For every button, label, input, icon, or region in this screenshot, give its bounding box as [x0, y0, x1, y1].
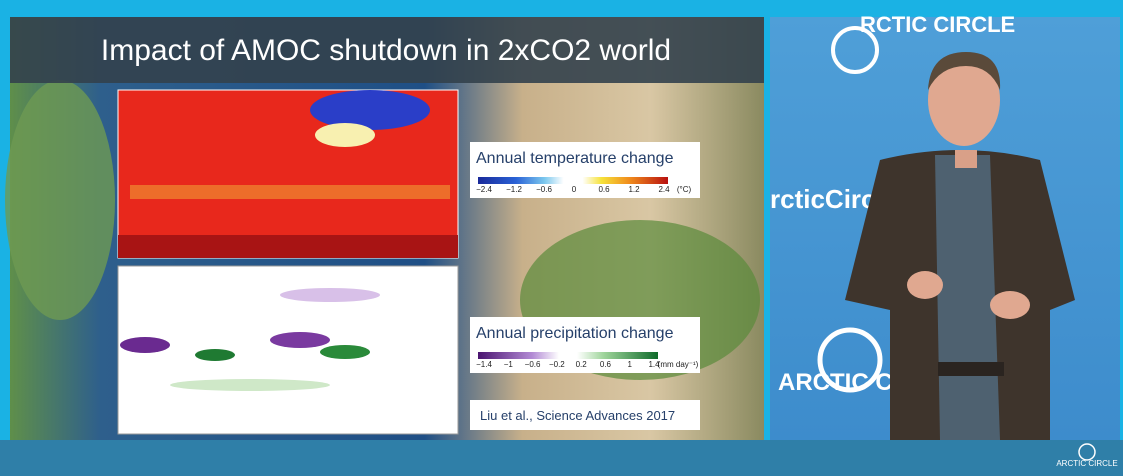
legend-box — [470, 142, 700, 198]
colorbar-tick-label: 0.6 — [598, 185, 610, 194]
colorbar-tick-label: −0.2 — [549, 360, 565, 369]
logo-icon — [831, 26, 879, 74]
colorbar-tick-label: −2.4 — [476, 185, 492, 194]
legend-title: Annual precipitation change — [476, 325, 674, 342]
neck — [955, 150, 977, 168]
colorbar — [478, 177, 668, 184]
colorbar-tick-label: −1 — [504, 360, 514, 369]
cooling-region — [310, 90, 430, 130]
legend-title: Annual temperature change — [476, 150, 674, 167]
map-feature — [170, 379, 330, 391]
citation: Liu et al., Science Advances 2017 — [480, 408, 675, 423]
colorbar-tick-label: 1.4 — [648, 360, 660, 369]
colorbar-tick-label: 2.4 — [658, 185, 670, 194]
speaker-shirt — [935, 155, 1000, 440]
colorbar-tick-label: −1.4 — [476, 360, 492, 369]
footer-logo: ARCTIC CIRCLE — [1056, 459, 1117, 468]
colorbar — [478, 352, 658, 359]
colorbar-tick-label: 1.2 — [628, 185, 640, 194]
colorbar-tick-label: −1.2 — [506, 185, 522, 194]
bottom-strip — [0, 440, 1123, 476]
footer-logo-icon — [1078, 443, 1096, 461]
colorbar-tick-label: 1 — [627, 360, 632, 369]
map-feature — [280, 288, 380, 302]
logo-icon — [817, 327, 883, 393]
belt — [938, 362, 1004, 376]
map-feature — [130, 185, 450, 199]
colorbar-unit: (°C) — [677, 185, 692, 194]
hair — [928, 52, 1001, 90]
map-feature — [195, 349, 235, 361]
colorbar-unit: (mm day⁻¹) — [658, 360, 699, 369]
map-feature — [315, 123, 375, 147]
legend-box — [470, 317, 700, 373]
colorbar-tick-label: 0 — [572, 185, 577, 194]
colorbar-tick-label: −0.6 — [536, 185, 552, 194]
colorbar-tick-label: 0.6 — [600, 360, 612, 369]
map-feature — [320, 345, 370, 359]
hand — [907, 271, 943, 299]
map-feature — [118, 235, 458, 258]
colorbar-ticks: −1.4 −1 −0.6 −0.2 0.2 0.6 1 1.4 — [476, 360, 660, 369]
map-feature — [120, 337, 170, 353]
land — [5, 80, 115, 320]
backdrop-logo: RCTIC CIRCLE — [860, 12, 1015, 37]
colorbar-tick-label: 0.2 — [576, 360, 588, 369]
citation-box — [470, 400, 700, 430]
speaker-head — [928, 54, 1000, 146]
map-feature — [270, 332, 330, 348]
precipitation-map — [117, 265, 459, 435]
hand — [990, 291, 1030, 319]
title-band — [10, 17, 764, 83]
colorbar-ticks: −2.4 −1.2 −0.6 0 0.6 1.2 2.4 — [476, 185, 670, 194]
colorbar-tick-label: −0.6 — [525, 360, 541, 369]
slide-title: Impact of AMOC shutdown in 2xCO2 world — [101, 34, 671, 67]
